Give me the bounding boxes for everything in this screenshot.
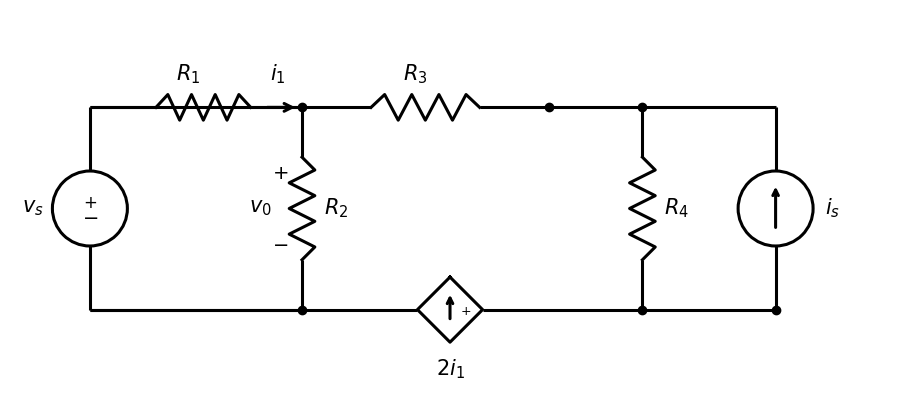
Text: $i_s$: $i_s$: [825, 197, 841, 220]
Text: $R_2$: $R_2$: [324, 197, 348, 220]
Text: $-$: $-$: [82, 207, 98, 226]
Text: $+$: $+$: [83, 193, 97, 212]
Text: $+$: $+$: [460, 305, 471, 318]
Text: $R_1$: $R_1$: [177, 62, 201, 86]
Text: $v_s$: $v_s$: [22, 198, 43, 218]
Text: $-$: $-$: [272, 233, 289, 253]
Text: $R_3$: $R_3$: [403, 62, 428, 86]
Text: $i_1$: $i_1$: [270, 62, 285, 86]
Text: $2i_1$: $2i_1$: [436, 357, 465, 381]
Text: $v_0$: $v_0$: [249, 198, 272, 218]
Text: $R_4$: $R_4$: [664, 197, 689, 220]
Text: $+$: $+$: [272, 164, 289, 183]
